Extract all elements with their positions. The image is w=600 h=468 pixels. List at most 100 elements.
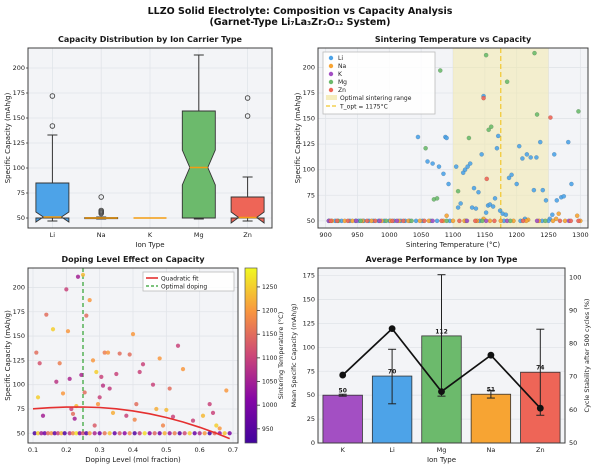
- svg-text:1250: 1250: [262, 284, 277, 291]
- svg-text:Doping Level Effect on Capacit: Doping Level Effect on Capacity: [61, 255, 205, 264]
- svg-text:1100: 1100: [262, 355, 277, 362]
- svg-text:100: 100: [569, 273, 581, 281]
- svg-text:1000: 1000: [262, 402, 277, 409]
- svg-text:Zn: Zn: [243, 231, 252, 239]
- svg-text:50: 50: [17, 429, 25, 437]
- svg-text:50: 50: [17, 214, 25, 222]
- svg-text:Mean Specific Capacity (mAh/g): Mean Specific Capacity (mAh/g): [290, 304, 298, 408]
- svg-text:75: 75: [307, 367, 315, 375]
- svg-text:Specific Capacity (mAh/g): Specific Capacity (mAh/g): [294, 92, 302, 183]
- svg-text:75: 75: [307, 191, 315, 199]
- svg-text:80: 80: [569, 340, 577, 348]
- svg-text:Na: Na: [97, 231, 106, 239]
- svg-text:200: 200: [13, 64, 25, 72]
- svg-text:1300: 1300: [572, 231, 589, 239]
- svg-text:112: 112: [435, 328, 448, 335]
- svg-text:900: 900: [319, 231, 331, 239]
- svg-text:Specific Capacity (mAh/g): Specific Capacity (mAh/g): [4, 92, 12, 183]
- colorbar-sintering-temperature: 950 1000 1050 1100 1150 1200 1250 Sintering Tem…: [244, 267, 285, 444]
- svg-text:0.4: 0.4: [128, 446, 138, 454]
- svg-text:0.3: 0.3: [94, 446, 104, 454]
- svg-text:0.5: 0.5: [161, 446, 171, 454]
- svg-text:Average Performance by Ion Typ: Average Performance by Ion Type: [366, 255, 518, 264]
- svg-text:1200: 1200: [262, 308, 277, 315]
- svg-text:1200: 1200: [508, 231, 525, 239]
- svg-text:K: K: [341, 446, 346, 454]
- svg-text:K: K: [338, 71, 343, 78]
- svg-text:1250: 1250: [540, 231, 557, 239]
- svg-text:175: 175: [303, 272, 315, 280]
- svg-text:25: 25: [307, 415, 315, 423]
- svg-text:Cycle Stability after 500 cycl: Cycle Stability after 500 cycles (%): [583, 299, 591, 413]
- svg-text:125: 125: [13, 139, 25, 147]
- svg-text:125: 125: [303, 319, 315, 327]
- svg-text:150: 150: [13, 114, 25, 122]
- svg-text:175: 175: [303, 89, 315, 97]
- bar-Na: [470, 393, 512, 444]
- svg-text:K: K: [148, 231, 153, 239]
- svg-text:60: 60: [569, 406, 577, 414]
- svg-text:Optimal sintering range: Optimal sintering range: [340, 95, 412, 102]
- svg-text:950: 950: [351, 231, 363, 239]
- bar-K: [322, 394, 363, 444]
- svg-text:Zn: Zn: [338, 87, 346, 94]
- svg-text:150: 150: [303, 115, 315, 123]
- svg-text:150: 150: [303, 296, 315, 304]
- svg-text:Optimal doping: Optimal doping: [161, 284, 207, 291]
- svg-text:100: 100: [303, 343, 315, 351]
- svg-text:Na: Na: [486, 446, 495, 454]
- svg-text:0.7: 0.7: [228, 446, 238, 454]
- svg-text:0: 0: [311, 439, 315, 447]
- svg-text:Ion Type: Ion Type: [427, 456, 456, 464]
- svg-text:125: 125: [303, 140, 315, 148]
- svg-text:1150: 1150: [262, 331, 277, 338]
- svg-text:1000: 1000: [381, 231, 398, 239]
- svg-text:100: 100: [303, 166, 315, 174]
- svg-text:200: 200: [13, 283, 25, 291]
- svg-text:Doping Level (mol fraction): Doping Level (mol fraction): [85, 456, 181, 464]
- scatter-sintering-temperature: Sintering Temperature vs Capacity 50 75 100…: [294, 35, 589, 249]
- svg-text:Ion Type: Ion Type: [135, 241, 164, 249]
- svg-text:125: 125: [13, 356, 25, 364]
- boxplot-capacity-distribution: Capacity Distribution by Ion Carrier Typ…: [4, 35, 273, 249]
- svg-text:50: 50: [569, 439, 577, 447]
- svg-text:Zn: Zn: [536, 446, 545, 454]
- svg-text:Specific Capacity (mAh/g): Specific Capacity (mAh/g): [4, 310, 12, 401]
- svg-text:0.6: 0.6: [194, 446, 204, 454]
- svg-text:200: 200: [303, 63, 315, 71]
- svg-text:75: 75: [17, 189, 25, 197]
- svg-text:Li: Li: [389, 446, 395, 454]
- svg-text:70: 70: [569, 373, 577, 381]
- svg-text:1050: 1050: [262, 379, 277, 386]
- figure-title: LLZO Solid Electrolyte: Composition vs C…: [0, 6, 600, 28]
- svg-text:Mg: Mg: [194, 231, 204, 239]
- svg-text:74: 74: [536, 365, 544, 372]
- svg-text:Sintering Temperature (°C): Sintering Temperature (°C): [277, 312, 285, 400]
- svg-text:0.2: 0.2: [61, 446, 71, 454]
- svg-text:100: 100: [13, 164, 25, 172]
- svg-text:50: 50: [307, 217, 315, 225]
- svg-text:Li: Li: [338, 55, 343, 62]
- svg-text:90: 90: [569, 306, 577, 314]
- svg-text:175: 175: [13, 308, 25, 316]
- svg-text:100: 100: [13, 381, 25, 389]
- svg-text:75: 75: [17, 405, 25, 413]
- svg-text:Li: Li: [50, 231, 56, 239]
- svg-text:950: 950: [262, 426, 274, 433]
- svg-text:51: 51: [487, 387, 495, 394]
- svg-text:0.1: 0.1: [28, 446, 38, 454]
- svg-text:70: 70: [388, 369, 396, 376]
- svg-text:50: 50: [339, 388, 347, 395]
- figure-title-line1: LLZO Solid Electrolyte: Composition vs C…: [147, 6, 453, 17]
- svg-text:1100: 1100: [445, 231, 462, 239]
- svg-text:Mg: Mg: [338, 79, 347, 86]
- svg-text:Na: Na: [338, 63, 346, 70]
- svg-text:1050: 1050: [413, 231, 430, 239]
- svg-text:175: 175: [13, 89, 25, 97]
- svg-text:1150: 1150: [477, 231, 494, 239]
- svg-text:Capacity Distribution by Ion C: Capacity Distribution by Ion Carrier Typ…: [58, 35, 243, 44]
